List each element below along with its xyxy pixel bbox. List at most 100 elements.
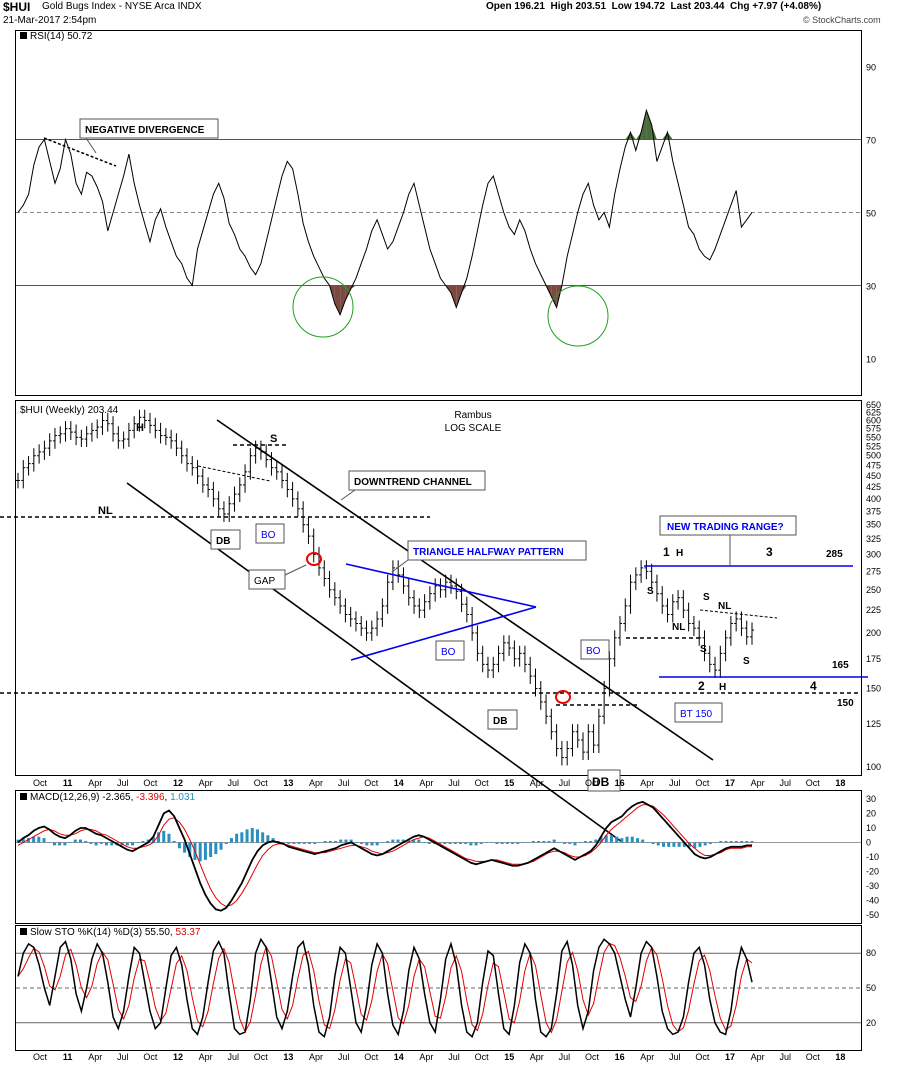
macd-hist-bar xyxy=(734,841,738,843)
sto-k-line xyxy=(17,937,753,1039)
value-165: 165 xyxy=(832,660,849,671)
db-label-1: DB xyxy=(216,536,230,547)
x-tick: Oct xyxy=(254,778,269,788)
macd-hist-bar xyxy=(635,838,639,843)
neckline-right-slope xyxy=(699,609,778,619)
macd-hist-bar xyxy=(104,842,108,846)
price-tick: 575 xyxy=(866,424,881,434)
triangle-bottom xyxy=(350,606,537,661)
db-box-3 xyxy=(587,769,621,792)
macd-hist-bar xyxy=(651,842,655,844)
price-tick: 300 xyxy=(866,550,881,560)
macd-hist-bar xyxy=(578,842,582,843)
x-tick: Jul xyxy=(117,1052,129,1062)
macd-hist-bar xyxy=(245,829,249,843)
macd-hist-bar xyxy=(229,838,233,843)
x-tick: 15 xyxy=(504,778,514,788)
x-tick: Apr xyxy=(88,1052,102,1062)
macd-hist-bar xyxy=(203,842,207,860)
rsi-line xyxy=(17,108,753,316)
macd-hist-bar xyxy=(547,841,551,843)
x-tick: Apr xyxy=(751,1052,765,1062)
macd-hist-bar xyxy=(26,838,30,843)
x-tick: 13 xyxy=(283,778,293,788)
macd-hist-bar xyxy=(37,836,41,843)
macd-hist-bar xyxy=(380,842,384,843)
label-head-left: H xyxy=(136,422,144,434)
oversold-circle-right xyxy=(547,285,609,347)
macd-hist-bar xyxy=(396,839,400,843)
rsi-legend: RSI(14) 50.72 xyxy=(30,31,93,42)
macd-hist-bar xyxy=(375,842,379,846)
sto-tick: 80 xyxy=(866,948,876,958)
macd-hist-bar xyxy=(172,841,176,843)
rsi-tick: 70 xyxy=(866,136,876,146)
macd-hist-bar xyxy=(360,842,364,844)
db-label-2: DB xyxy=(493,716,507,727)
watermark: © StockCharts.com xyxy=(803,15,881,25)
x-tick: Jul xyxy=(559,1052,571,1062)
macd-hist-bar xyxy=(682,842,686,847)
range-point-3: 3 xyxy=(766,545,773,559)
macd-tick: -40 xyxy=(866,896,879,906)
macd-hist-bar xyxy=(240,832,244,843)
symbol: $HUI xyxy=(3,0,31,14)
x-tick: Jul xyxy=(779,778,791,788)
price-tick: 325 xyxy=(866,534,881,544)
triangle-box xyxy=(407,540,587,561)
chart-header: $HUI Gold Bugs Index - NYSE Arca INDX 21… xyxy=(0,0,900,30)
macd-hist-bar xyxy=(615,836,619,843)
macd-hist-bar xyxy=(516,842,520,844)
bt150-label: BT 150 xyxy=(680,709,712,720)
macd-hist-bar xyxy=(656,842,660,846)
macd-hist-bar xyxy=(589,841,593,843)
price-tick: 600 xyxy=(866,415,881,425)
price-tick: 525 xyxy=(866,441,881,451)
x-tick: Oct xyxy=(254,1052,269,1062)
value-150: 150 xyxy=(837,698,854,709)
macd-hist-bar xyxy=(334,841,338,843)
macd-hist-bar xyxy=(406,839,410,843)
value-285: 285 xyxy=(826,549,843,560)
macd-hist-bar xyxy=(89,842,93,844)
x-tick: Jul xyxy=(779,1052,791,1062)
macd-hist-bar xyxy=(677,842,681,847)
macd-hist-bar xyxy=(354,842,358,843)
macd-hist-bar xyxy=(52,842,56,846)
x-tick: Oct xyxy=(475,778,490,788)
macd-hist-bar xyxy=(110,842,114,846)
macd-hist-bar xyxy=(47,842,51,843)
macd-hist-bar xyxy=(323,841,327,843)
price-tick: 250 xyxy=(866,585,881,595)
macd-hist-bar xyxy=(94,842,98,846)
macd-hist-bar xyxy=(521,842,525,843)
x-tick: Oct xyxy=(695,1052,710,1062)
x-tick: 14 xyxy=(394,778,404,788)
macd-hist-bar xyxy=(443,842,447,844)
x-tick: Jul xyxy=(448,778,460,788)
price-tick: 150 xyxy=(866,684,881,694)
x-tick: Jul xyxy=(227,1052,239,1062)
sto-panel xyxy=(15,925,862,1051)
db-box-2 xyxy=(487,709,518,730)
macd-hist-bar xyxy=(740,841,744,843)
x-tick: 14 xyxy=(394,1052,404,1062)
macd-hist-bar xyxy=(183,842,187,853)
x-tick: 11 xyxy=(63,1052,73,1062)
head-neck-thin xyxy=(197,465,271,482)
new-range-label: NEW TRADING RANGE? xyxy=(667,522,784,533)
macd-hist-bar xyxy=(422,842,426,843)
macd-hist-bar xyxy=(750,841,754,843)
macd-hist-bar xyxy=(531,841,535,843)
macd-tick: -20 xyxy=(866,867,879,877)
x-tick: Oct xyxy=(585,1052,600,1062)
macd-hist-bar xyxy=(719,841,723,843)
macd-hist-bar xyxy=(688,842,692,847)
macd-hist-bar xyxy=(724,841,728,843)
price-tick: 350 xyxy=(866,520,881,530)
x-tick: Oct xyxy=(364,778,379,788)
chart-scale-note: LOG SCALE xyxy=(445,423,502,434)
macd-hist-bar xyxy=(526,842,530,843)
x-tick: Jul xyxy=(117,778,129,788)
channel-upper xyxy=(216,419,714,761)
